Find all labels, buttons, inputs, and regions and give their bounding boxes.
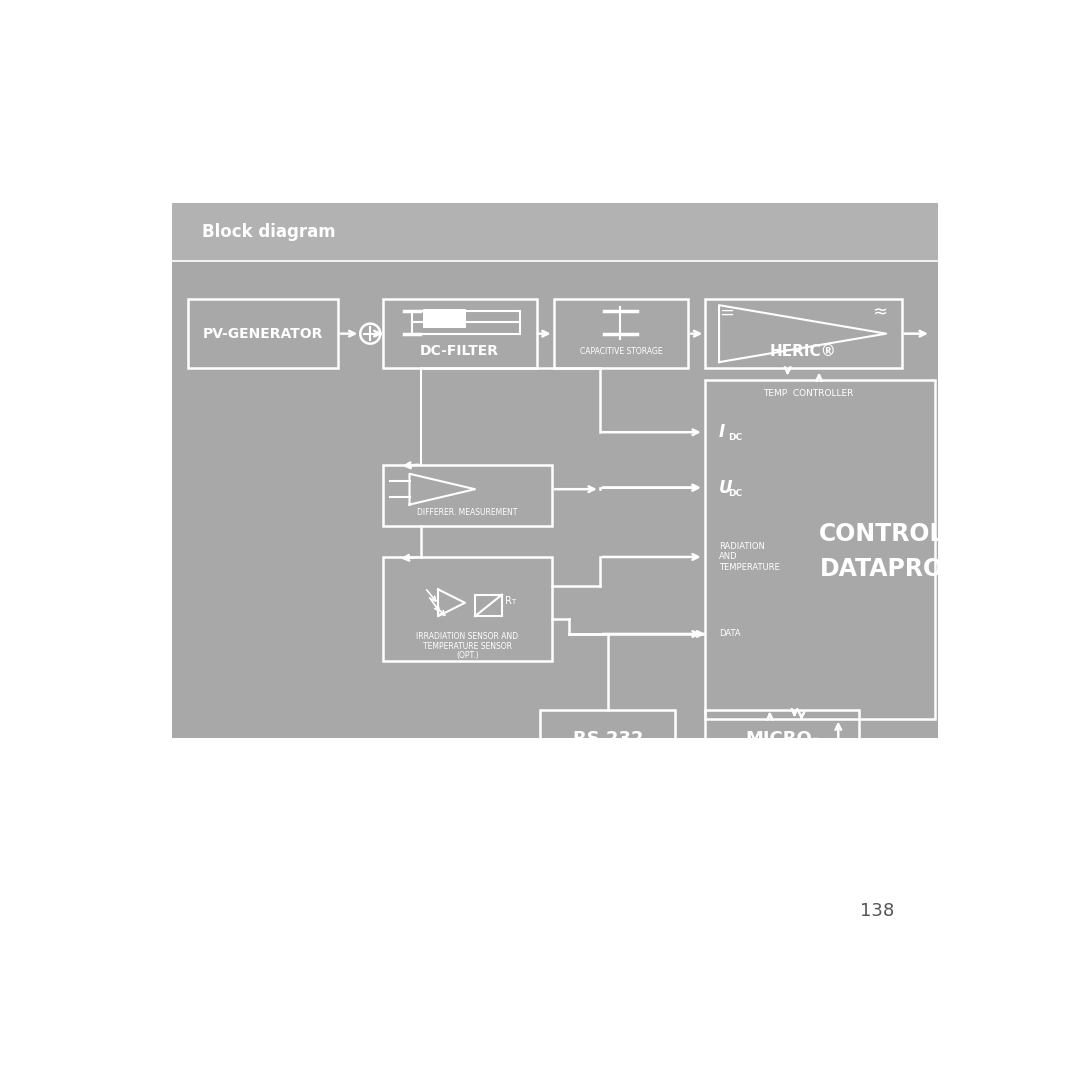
Text: IRRADIATION SENSOR AND: IRRADIATION SENSOR AND (416, 632, 518, 640)
Text: ≈: ≈ (873, 303, 888, 322)
Bar (705, 299, 902, 368)
Text: T: T (511, 599, 515, 605)
Text: CONTROL: CONTROL (819, 522, 946, 545)
Text: HERIC®: HERIC® (770, 343, 837, 359)
Bar (423, 309, 465, 328)
Text: 138: 138 (860, 902, 894, 920)
Text: PV-GENERATOR: PV-GENERATOR (203, 326, 323, 340)
Text: (OPT.): (OPT.) (456, 651, 478, 660)
Bar (475, 595, 502, 617)
Text: Block diagram: Block diagram (202, 222, 335, 241)
Bar (188, 299, 338, 368)
Bar (382, 464, 552, 526)
Bar (173, 203, 939, 738)
Bar (705, 711, 860, 787)
Bar (554, 299, 688, 368)
Bar (382, 557, 552, 661)
Text: RS 485: RS 485 (572, 757, 643, 774)
Text: CAPACITIVE STORAGE: CAPACITIVE STORAGE (580, 347, 662, 356)
Text: TEMPERATURE SENSOR: TEMPERATURE SENSOR (422, 642, 512, 651)
Text: DIFFERER. MEASUREMENT: DIFFERER. MEASUREMENT (417, 508, 517, 517)
Text: RS 232: RS 232 (572, 730, 643, 748)
Text: DATAPRO: DATAPRO (820, 556, 944, 581)
Text: =: = (719, 303, 734, 322)
Text: DC-FILTER: DC-FILTER (420, 345, 499, 359)
Bar (540, 711, 675, 787)
Text: TEMPERATURE: TEMPERATURE (719, 564, 780, 572)
Text: R: R (505, 596, 512, 606)
Text: MICRO-: MICRO- (745, 730, 820, 748)
Text: DC: DC (728, 488, 742, 498)
Text: DATA: DATA (719, 630, 741, 638)
Bar (173, 203, 939, 260)
Bar (705, 380, 934, 718)
Text: I: I (719, 423, 725, 442)
Text: AND: AND (719, 553, 738, 562)
Text: DC: DC (728, 433, 742, 442)
Bar (382, 299, 537, 368)
Text: CONTROLLER: CONTROLLER (715, 757, 849, 774)
Text: TEMP  CONTROLLER: TEMP CONTROLLER (764, 389, 853, 399)
Text: U: U (719, 478, 732, 497)
Text: RADIATION: RADIATION (719, 542, 765, 551)
